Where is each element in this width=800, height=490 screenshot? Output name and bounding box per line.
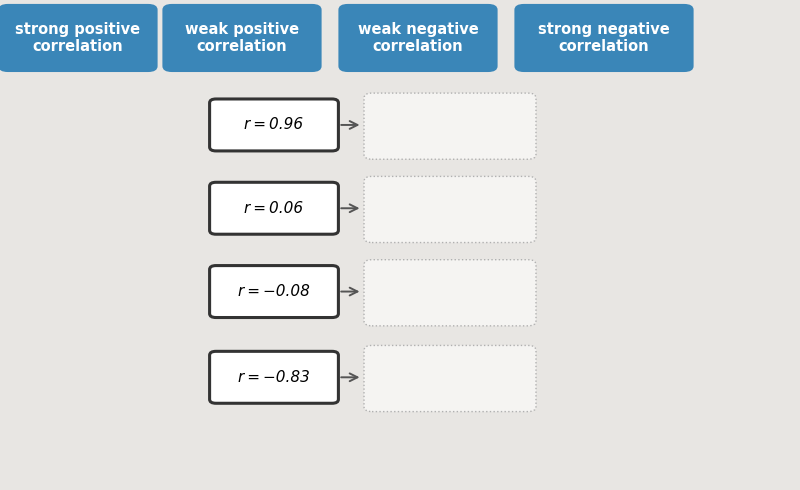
- Text: strong negative
correlation: strong negative correlation: [538, 22, 670, 54]
- FancyBboxPatch shape: [364, 345, 536, 412]
- FancyBboxPatch shape: [210, 182, 338, 234]
- Text: weak negative
correlation: weak negative correlation: [358, 22, 478, 54]
- FancyBboxPatch shape: [0, 4, 158, 72]
- Text: strong positive
correlation: strong positive correlation: [15, 22, 141, 54]
- FancyBboxPatch shape: [210, 99, 338, 151]
- FancyBboxPatch shape: [364, 260, 536, 326]
- Text: r = −0.83: r = −0.83: [238, 370, 310, 385]
- FancyBboxPatch shape: [210, 266, 338, 318]
- FancyBboxPatch shape: [162, 4, 322, 72]
- FancyBboxPatch shape: [338, 4, 498, 72]
- FancyBboxPatch shape: [514, 4, 694, 72]
- Text: r = −0.08: r = −0.08: [238, 284, 310, 299]
- FancyBboxPatch shape: [364, 176, 536, 243]
- FancyBboxPatch shape: [210, 351, 338, 403]
- Text: r = 0.96: r = 0.96: [245, 118, 303, 132]
- Text: weak positive
correlation: weak positive correlation: [185, 22, 299, 54]
- FancyBboxPatch shape: [364, 93, 536, 159]
- Text: r = 0.06: r = 0.06: [245, 201, 303, 216]
